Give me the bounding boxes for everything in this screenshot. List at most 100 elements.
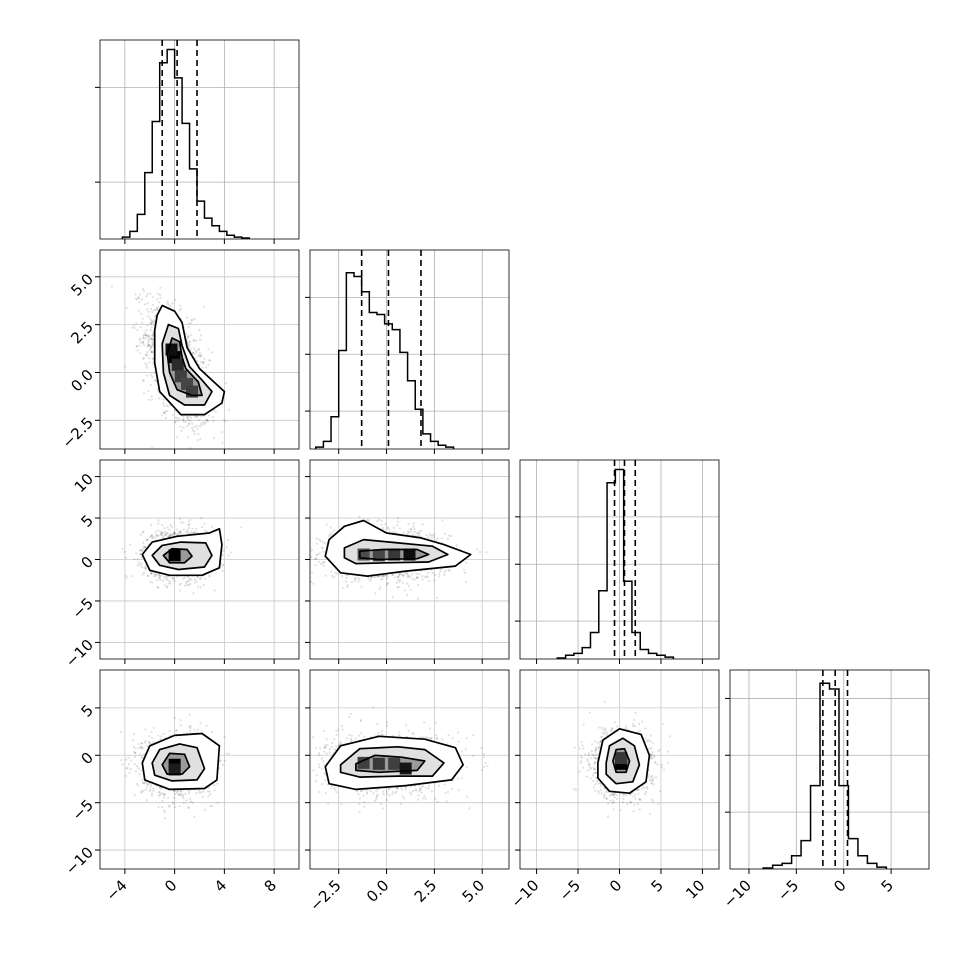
scatter-point bbox=[200, 361, 202, 363]
scatter-point bbox=[162, 402, 164, 404]
scatter-point bbox=[189, 583, 191, 585]
scatter-point bbox=[182, 416, 184, 418]
scatter-point bbox=[397, 521, 399, 523]
scatter-point bbox=[188, 345, 190, 347]
scatter-point bbox=[179, 589, 181, 591]
scatter-point bbox=[147, 575, 149, 577]
scatter-point bbox=[151, 537, 153, 539]
scatter-point bbox=[203, 358, 205, 360]
scatter-point bbox=[464, 572, 466, 574]
scatter-point bbox=[381, 520, 383, 522]
scatter-point bbox=[199, 425, 201, 427]
scatter-point bbox=[360, 586, 362, 588]
scatter-point bbox=[125, 759, 127, 761]
scatter-point bbox=[389, 529, 391, 531]
scatter-point bbox=[357, 577, 359, 579]
scatter-point bbox=[198, 465, 200, 467]
scatter-point bbox=[223, 549, 225, 551]
y-tick-label: −2.5 bbox=[59, 414, 97, 452]
scatter-point bbox=[173, 580, 175, 582]
scatter-point bbox=[213, 437, 215, 439]
scatter-point bbox=[226, 546, 228, 548]
scatter-point bbox=[168, 580, 170, 582]
scatter-point bbox=[358, 516, 360, 518]
scatter-point bbox=[140, 313, 142, 315]
scatter-point bbox=[138, 310, 140, 312]
scatter-point bbox=[171, 577, 173, 579]
scatter-point bbox=[147, 293, 149, 295]
scatter-point bbox=[158, 397, 160, 399]
scatter-point bbox=[174, 532, 176, 534]
scatter-point bbox=[418, 532, 420, 534]
scatter-point bbox=[185, 531, 187, 533]
scatter-point bbox=[191, 427, 193, 429]
scatter-point bbox=[168, 528, 170, 530]
scatter-point bbox=[146, 351, 148, 353]
scatter-point bbox=[150, 338, 152, 340]
scatter-point bbox=[147, 311, 149, 313]
scatter-point bbox=[161, 414, 163, 416]
scatter-point bbox=[197, 433, 199, 435]
scatter-point bbox=[139, 553, 141, 555]
scatter-point bbox=[163, 411, 165, 413]
scatter-point bbox=[171, 526, 173, 528]
scatter-point bbox=[319, 563, 321, 565]
scatter-point bbox=[199, 578, 201, 580]
scatter-point bbox=[138, 561, 140, 563]
scatter-point bbox=[166, 302, 168, 304]
scatter-point bbox=[139, 326, 141, 328]
scatter-point bbox=[191, 455, 193, 457]
scatter-point bbox=[125, 307, 127, 309]
scatter-point bbox=[130, 768, 132, 770]
scatter-point bbox=[178, 805, 180, 807]
scatter-point bbox=[161, 536, 163, 538]
scatter-point bbox=[240, 526, 242, 528]
scatter-point bbox=[411, 578, 413, 580]
scatter-point bbox=[150, 351, 152, 353]
scatter-point bbox=[198, 419, 200, 421]
scatter-point bbox=[188, 335, 190, 337]
scatter-point bbox=[149, 349, 151, 351]
scatter-point bbox=[227, 554, 229, 556]
scatter-point bbox=[188, 520, 190, 522]
scatter-point bbox=[136, 349, 138, 351]
scatter-point bbox=[204, 529, 206, 531]
scatter-point bbox=[172, 534, 174, 536]
scatter-point bbox=[157, 795, 159, 797]
y-tick-label: −10 bbox=[62, 636, 97, 671]
scatter-point bbox=[426, 575, 428, 577]
y-tick-label: 5 bbox=[78, 511, 97, 530]
scatter-point bbox=[376, 520, 378, 522]
scatter-point bbox=[179, 530, 181, 532]
scatter-point bbox=[177, 419, 179, 421]
scatter-point bbox=[212, 416, 214, 418]
scatter-point bbox=[144, 303, 146, 305]
scatter-point bbox=[199, 339, 201, 341]
scatter-point bbox=[142, 337, 144, 339]
scatter-point bbox=[411, 573, 413, 575]
scatter-point bbox=[406, 594, 408, 596]
scatter-point bbox=[416, 532, 418, 534]
scatter-point bbox=[404, 589, 406, 591]
scatter-point bbox=[195, 340, 197, 342]
scatter-point bbox=[195, 528, 197, 530]
scatter-point bbox=[200, 586, 202, 588]
scatter-point bbox=[313, 583, 315, 585]
scatter-point bbox=[436, 597, 438, 599]
scatter-point bbox=[194, 425, 196, 427]
scatter-point bbox=[323, 542, 325, 544]
scatter-point bbox=[142, 532, 144, 534]
scatter-point bbox=[223, 564, 225, 566]
scatter-point bbox=[304, 540, 306, 542]
scatter-point bbox=[141, 318, 143, 320]
scatter-point bbox=[406, 582, 408, 584]
scatter-point bbox=[275, 570, 277, 572]
scatter-point bbox=[426, 534, 428, 536]
scatter-point bbox=[397, 517, 399, 519]
scatter-point bbox=[199, 438, 201, 440]
scatter-point bbox=[221, 431, 223, 433]
scatter-point bbox=[316, 537, 318, 539]
scatter-point bbox=[151, 399, 153, 401]
scatter-point bbox=[160, 531, 162, 533]
scatter-point bbox=[396, 582, 398, 584]
